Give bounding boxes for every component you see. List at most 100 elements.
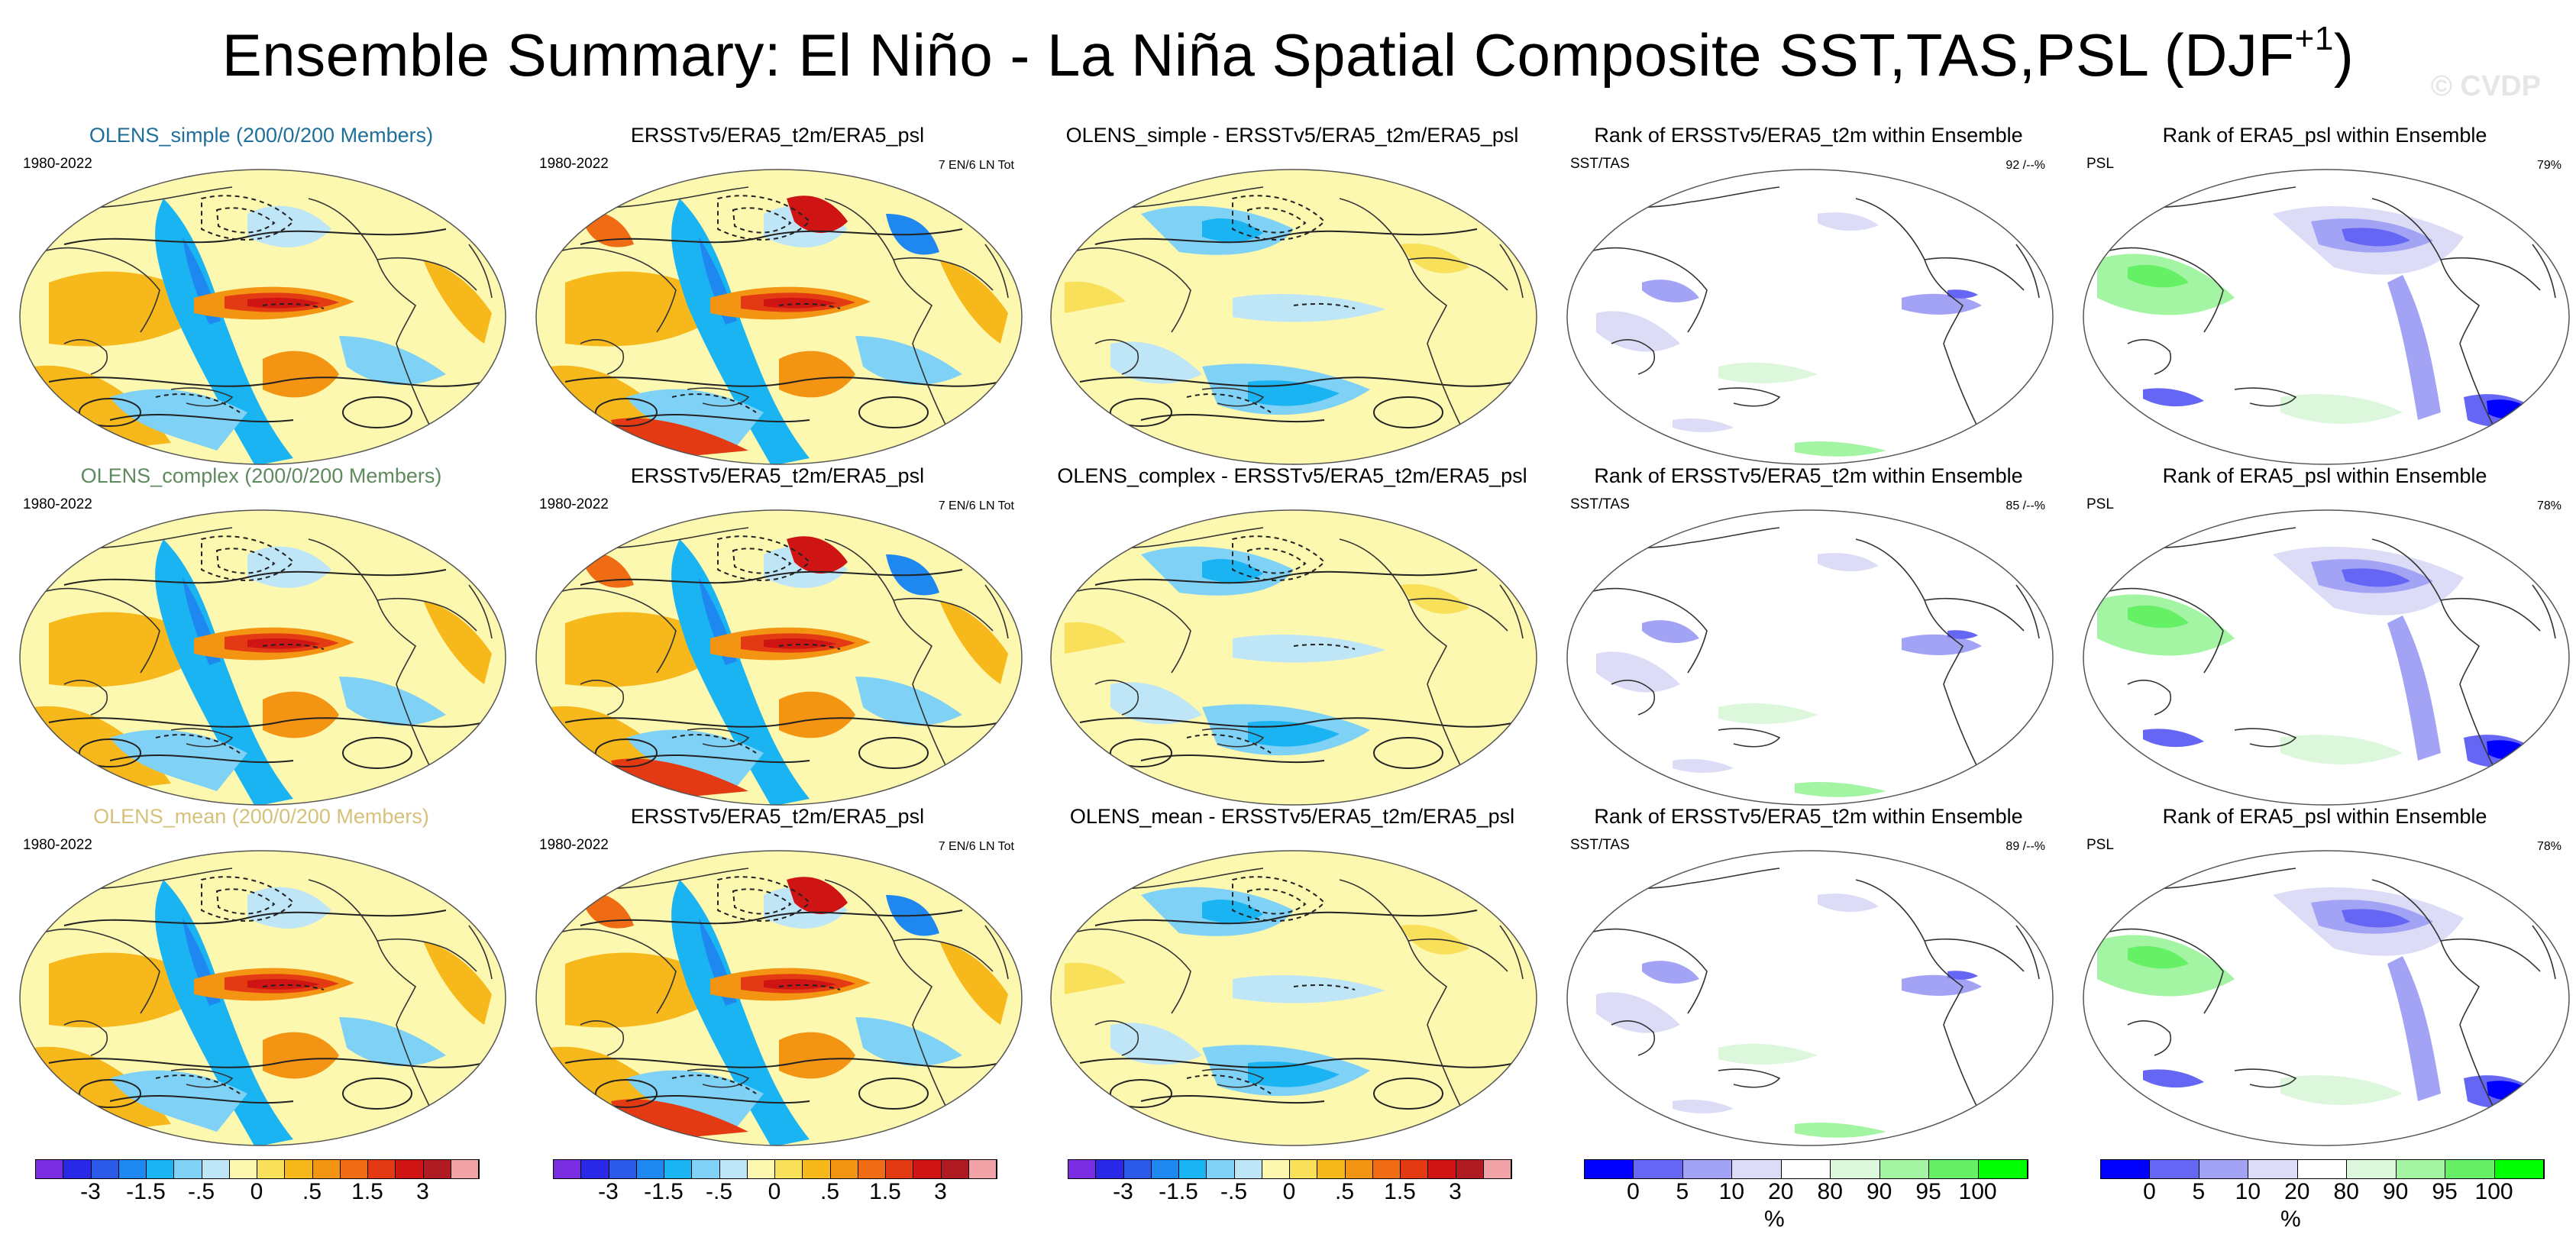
global-map	[1049, 509, 1538, 806]
colorbar-swatch	[1732, 1160, 1782, 1178]
panel-stat-label: 7 EN/6 LN Tot	[938, 499, 1014, 512]
colorbar-swatch	[1290, 1160, 1318, 1178]
colorbar-tick-label: 10	[1718, 1179, 1745, 1204]
colorbar-swatch	[1456, 1160, 1484, 1178]
colorbar-swatch	[886, 1160, 914, 1178]
panel-period-label: 1980-2022	[23, 156, 92, 172]
colorbar-tick-label: 0	[1627, 1179, 1640, 1204]
colorbar-swatch	[664, 1160, 693, 1178]
global-map	[1566, 168, 2054, 466]
colorbar-tick-label: 90	[1866, 1179, 1892, 1204]
colorbar-swatch	[1262, 1160, 1290, 1178]
colorbar-swatch	[229, 1160, 257, 1178]
colorbar-boxes	[2100, 1159, 2545, 1179]
colorbar-swatch	[2248, 1160, 2298, 1178]
map-panel-observed: ERSSTv5/ERA5_t2m/ERA5_psl 1980-2022 7 EN/6…	[525, 805, 1029, 1146]
map-panel-difference: OLENS_simple - ERSSTv5/ERA5_t2m/ERA5_psl	[1040, 124, 1544, 466]
colorbar-tick-label: 0	[1282, 1179, 1296, 1204]
colorbar-tick-label: 0	[2143, 1179, 2156, 1204]
panel-period-label: 1980-2022	[539, 496, 609, 512]
colorbar-swatch	[803, 1160, 831, 1178]
colorbar-swatch	[1151, 1160, 1179, 1178]
map-panel-rank-sst: Rank of ERSSTv5/ERA5_t2m within Ensemble…	[1556, 464, 2060, 806]
map-panel-rank-sst: Rank of ERSSTv5/ERA5_t2m within Ensemble…	[1556, 124, 2060, 466]
colorbar-tick-label: 3	[416, 1179, 429, 1204]
global-map	[1049, 849, 1538, 1147]
colorbar-tick-label: 10	[2235, 1179, 2261, 1204]
panel-stat-label: 78%	[2536, 499, 2561, 512]
global-map	[535, 168, 1023, 466]
panel-title: OLENS_simple (200/0/200 Members)	[89, 124, 434, 147]
colorbar-swatch	[2101, 1160, 2151, 1178]
colorbar-tick-label: -3	[598, 1179, 619, 1204]
colorbar-tick-label: 5	[2192, 1179, 2206, 1204]
colorbar-swatch	[1401, 1160, 1429, 1178]
map-panel-ensemble: OLENS_mean (200/0/200 Members) 1980-2022	[9, 805, 513, 1146]
panel-period-label: 1980-2022	[23, 496, 92, 512]
colorbar-swatch	[968, 1160, 997, 1178]
colorbar-swatch	[636, 1160, 664, 1178]
global-map	[18, 509, 507, 806]
colorbar-swatch	[63, 1160, 92, 1178]
global-map	[1566, 509, 2054, 806]
colorbar-swatch	[1929, 1160, 1979, 1178]
colorbar-tick-label: 5	[1676, 1179, 1689, 1204]
colorbar-swatch	[1483, 1160, 1511, 1178]
panel-title: Rank of ERSSTv5/ERA5_t2m within Ensemble	[1594, 464, 2023, 487]
colorbar-unit-label: %	[1764, 1207, 1785, 1232]
colorbar-swatch	[1179, 1160, 1207, 1178]
global-map	[2082, 849, 2571, 1147]
colorbar-swatch	[830, 1160, 858, 1178]
panel-title: OLENS_mean - ERSSTv5/ERA5_t2m/ERA5_psl	[1069, 805, 1515, 828]
panel-period-label: PSL	[2086, 156, 2114, 172]
colorbar-swatch	[1428, 1160, 1456, 1178]
panel-stat-label: 92 /--%	[2006, 159, 2045, 172]
colorbar-swatch	[368, 1160, 396, 1178]
panel-title: OLENS_complex - ERSSTv5/ERA5_t2m/ERA5_ps…	[1057, 464, 1527, 487]
colorbar-tick-label: -1.5	[1159, 1179, 1198, 1204]
map-panel-rank-sst: Rank of ERSSTv5/ERA5_t2m within Ensemble…	[1556, 805, 2060, 1146]
map-panel-observed: ERSSTv5/ERA5_t2m/ERA5_psl 1980-2022 7 EN/6…	[525, 124, 1029, 466]
colorbar-swatch	[312, 1160, 341, 1178]
colorbar-swatch	[423, 1160, 451, 1178]
colorbar-tick-label: 80	[2333, 1179, 2359, 1204]
panel-title: Rank of ERSSTv5/ERA5_t2m within Ensemble	[1594, 124, 2023, 147]
colorbar-swatch	[858, 1160, 886, 1178]
colorbar-swatch	[202, 1160, 230, 1178]
map-panel-rank-psl: Rank of ERA5_psl within Ensemble PSL 79%	[2073, 124, 2576, 466]
panel-title: OLENS_simple - ERSSTv5/ERA5_t2m/ERA5_psl	[1065, 124, 1519, 147]
colorbar-tick-label: -.5	[1220, 1179, 1248, 1204]
anomaly-colorbar-1: -3 -1.5 -.5 0 .5 1.5 3	[35, 1159, 480, 1243]
global-map	[2082, 168, 2571, 466]
panel-title: Rank of ERA5_psl within Ensemble	[2162, 124, 2487, 147]
panel-period-label: PSL	[2086, 496, 2114, 512]
figure-title: Ensemble Summary: El Niño - La Niña Spat…	[221, 20, 2355, 89]
map-panel-ensemble: OLENS_simple (200/0/200 Members) 1980-202…	[9, 124, 513, 465]
panel-title: ERSSTv5/ERA5_t2m/ERA5_psl	[630, 124, 925, 147]
global-map	[535, 509, 1023, 806]
colorbar-swatch	[1879, 1160, 1930, 1178]
colorbar-swatch	[257, 1160, 286, 1178]
colorbar-swatch	[2396, 1160, 2446, 1178]
colorbar-tick-label: 1.5	[869, 1179, 901, 1204]
map-panel-rank-psl: Rank of ERA5_psl within Ensemble PSL 78%	[2073, 805, 2576, 1147]
map-panel-rank-psl: Rank of ERA5_psl within Ensemble PSL 78%	[2073, 464, 2576, 806]
colorbar-tick-label: 1.5	[351, 1179, 383, 1204]
panel-stat-label: 78%	[2536, 840, 2561, 853]
colorbar-swatch	[2199, 1160, 2249, 1178]
panel-period-label: 1980-2022	[539, 837, 609, 853]
colorbar-tick-label: -3	[80, 1179, 101, 1204]
panel-title: Rank of ERA5_psl within Ensemble	[2162, 805, 2487, 828]
panel-period-label: 1980-2022	[539, 156, 609, 172]
global-map	[1049, 168, 1538, 466]
colorbar-swatch	[913, 1160, 942, 1178]
panel-period-label: SST/TAS	[1570, 496, 1630, 512]
colorbar-swatch	[609, 1160, 637, 1178]
colorbar-swatch	[147, 1160, 175, 1178]
colorbar-swatch	[2445, 1160, 2495, 1178]
map-panel-observed: ERSSTv5/ERA5_t2m/ERA5_psl 1980-2022 7 EN/6…	[525, 464, 1029, 806]
colorbar-swatch	[2347, 1160, 2397, 1178]
colorbar-swatch	[1096, 1160, 1124, 1178]
colorbar-tick-label: -.5	[187, 1179, 215, 1204]
panel-period-label: 1980-2022	[23, 837, 92, 853]
